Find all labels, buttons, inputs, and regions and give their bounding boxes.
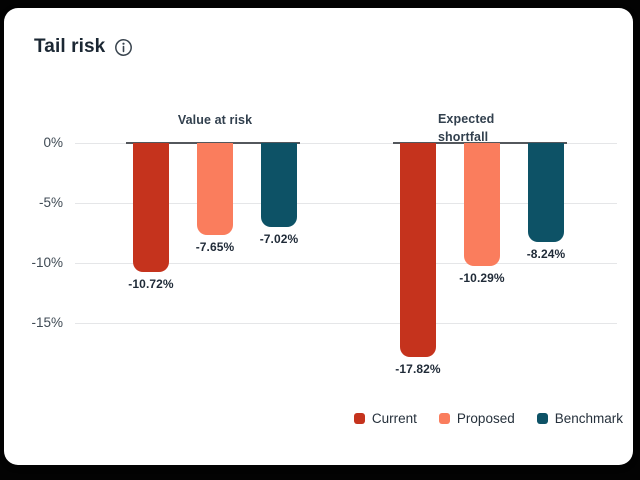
bar-proposed-value-at-risk[interactable] [197, 143, 233, 235]
group-label-value-at-risk: Value at risk [177, 113, 253, 127]
legend-swatch-proposed [438, 413, 450, 424]
info-icon[interactable] [114, 38, 133, 57]
gridline [75, 323, 617, 324]
legend-item-benchmark[interactable]: Benchmark [536, 411, 623, 426]
bar-current-expected-shortfall[interactable] [400, 143, 436, 357]
legend-swatch-benchmark [536, 413, 548, 424]
value-label-current-value-at-risk: -10.72% [128, 277, 174, 291]
value-label-benchmark-value-at-risk: -7.02% [259, 232, 299, 246]
bar-benchmark-value-at-risk[interactable] [261, 143, 297, 227]
bar-current-value-at-risk[interactable] [133, 143, 169, 272]
group-label-expected-shortfall: Expected shortfall [438, 112, 495, 144]
legend-label-current: Current [371, 411, 417, 426]
page-title: Tail risk [34, 36, 106, 57]
gridline [75, 263, 617, 264]
bar-proposed-expected-shortfall[interactable] [464, 143, 500, 266]
gridline [75, 143, 617, 144]
gridline [75, 203, 617, 204]
tail-risk-card: Tail risk Value at risk Expected shortfa… [4, 8, 633, 465]
legend-label-benchmark: Benchmark [554, 411, 623, 426]
bar-benchmark-expected-shortfall[interactable] [528, 143, 564, 242]
legend-label-proposed: Proposed [456, 411, 515, 426]
legend-swatch-current [353, 413, 365, 424]
card-header: Tail risk [34, 36, 133, 58]
y-axis-tick-label: -10% [31, 255, 63, 270]
y-axis-tick-label: 0% [43, 135, 63, 150]
chart-plot-area: Value at risk Expected shortfall 0% -5% -1… [4, 8, 633, 465]
chart-legend: Current Proposed Benchmark [353, 411, 623, 426]
value-label-proposed-expected-shortfall: -10.29% [459, 271, 505, 285]
legend-item-current[interactable]: Current [353, 411, 417, 426]
value-label-current-expected-shortfall: -17.82% [395, 362, 441, 376]
value-label-proposed-value-at-risk: -7.65% [195, 240, 235, 254]
legend-item-proposed[interactable]: Proposed [438, 411, 515, 426]
y-axis-tick-label: -5% [38, 195, 63, 210]
y-axis-tick-label: -15% [31, 315, 63, 330]
value-label-benchmark-expected-shortfall: -8.24% [526, 247, 566, 261]
